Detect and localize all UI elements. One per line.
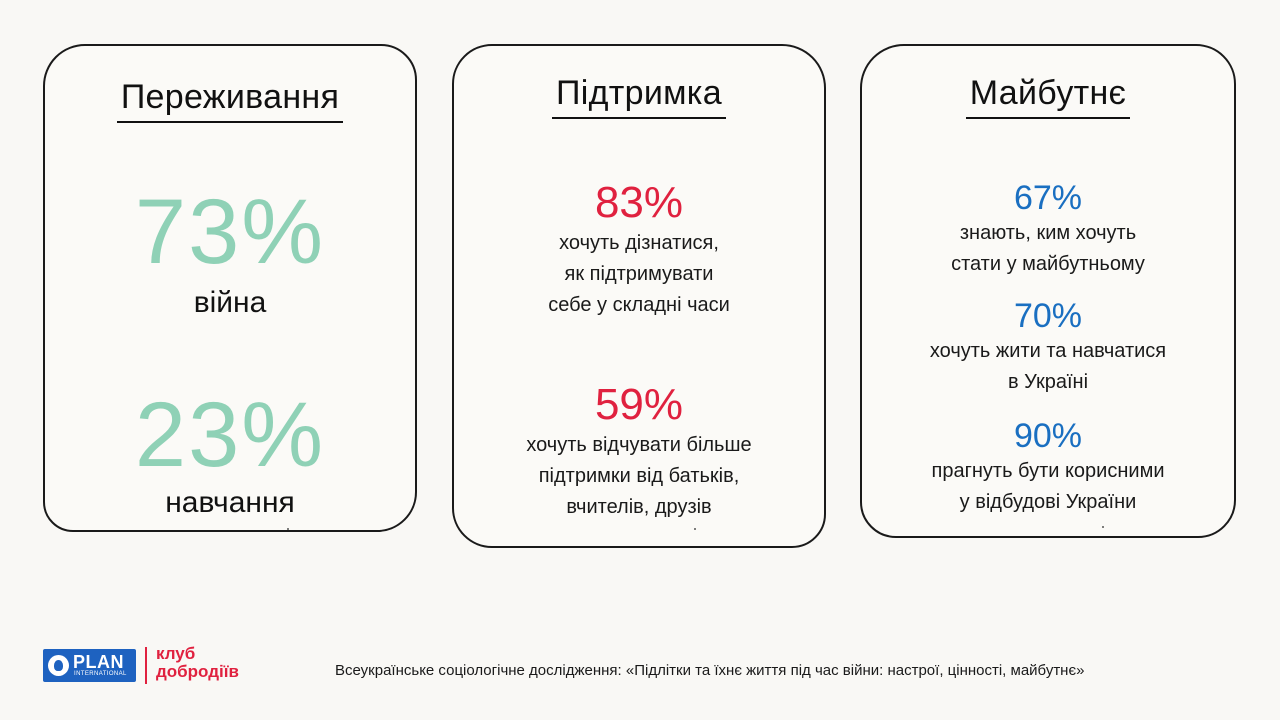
- card-title: Майбутнє: [862, 74, 1234, 119]
- card-support: Підтримка 83% хочуть дізнатися, як підтр…: [452, 44, 826, 548]
- stat-value: 23%: [134, 384, 326, 486]
- plan-international-logo: PLAN INTERNATIONAL: [43, 649, 136, 682]
- stat-description: хочуть відчувати більше підтримки від ба…: [526, 434, 752, 518]
- stat-value: 67%: [1013, 179, 1083, 217]
- stat-description: хочуть дізнатися, як підтримувати себе у…: [548, 232, 730, 316]
- card-title: Переживання: [45, 78, 415, 123]
- stat-value: 90%: [1013, 417, 1083, 455]
- card-future: Майбутнє 67% знають, ким хочуть стати у …: [860, 44, 1236, 538]
- stat-value: 70%: [1013, 297, 1083, 335]
- stat-label: війна: [193, 286, 267, 319]
- stat-description: хочуть жити та навчатися в Україні: [929, 340, 1167, 393]
- card-experiences: Переживання 73% війна 23% навчання: [43, 44, 417, 532]
- card-title: Підтримка: [454, 74, 824, 119]
- club-logo: клуб добродіїв: [156, 644, 239, 681]
- stat-value: 59%: [594, 380, 684, 429]
- plan-mark-icon: [48, 655, 69, 676]
- stat-label: навчання: [165, 486, 295, 519]
- stat-description: знають, ким хочуть стати у майбутньому: [951, 222, 1145, 275]
- stat-description: прагнуть бути корисними у відбудові Укра…: [931, 460, 1165, 513]
- dot-mark: [1102, 526, 1104, 528]
- source-caption: Всеукраїнське соціологічне дослідження: …: [335, 662, 1085, 679]
- logo-divider: [145, 647, 147, 684]
- stat-value: 73%: [134, 181, 326, 283]
- dot-mark: [694, 528, 696, 530]
- stat-value: 83%: [594, 178, 684, 227]
- dot-mark: [287, 528, 289, 530]
